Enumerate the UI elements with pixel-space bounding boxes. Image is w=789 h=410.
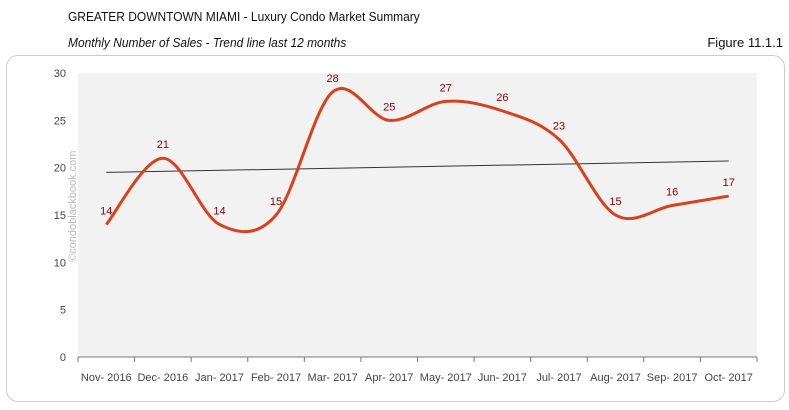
data-label: 21 [157,139,169,151]
chart-subtitle: Monthly Number of Sales - Trend line las… [68,35,347,50]
y-tick-label: 10 [54,257,66,269]
x-tick-label: Apr- 2017 [365,372,413,384]
x-tick-label: Nov- 2016 [81,372,132,384]
data-label: 14 [213,205,225,217]
chart-title: GREATER DOWNTOWN MIAMI - Luxury Condo Ma… [68,9,420,24]
x-tick-label: Jul- 2017 [536,372,581,384]
data-label: 16 [666,187,678,199]
x-tick-label: Jan- 2017 [195,372,244,384]
x-tick-label: Mar- 2017 [308,372,358,384]
data-label: 28 [327,73,339,85]
y-tick-label: 0 [60,352,66,364]
data-label: 17 [723,177,735,189]
data-label: 14 [100,205,112,217]
y-tick-label: 15 [54,210,66,222]
sales-line [105,87,729,234]
trend-line [106,160,729,173]
data-label: 23 [553,120,565,132]
y-tick-label: 25 [54,115,66,127]
chart-frame [6,55,785,402]
plot-area [78,73,757,357]
x-tick-label: Oct- 2017 [705,372,753,384]
data-label: 26 [496,92,508,104]
watermark: ©condoblackbook.com [67,151,79,262]
x-tick-label: May- 2017 [420,372,472,384]
x-tick-label: Jun- 2017 [478,372,527,384]
data-label: 27 [440,82,452,94]
x-tick-label: Sep- 2017 [647,372,698,384]
x-tick-label: Aug- 2017 [590,372,641,384]
data-label: 15 [270,196,282,208]
x-tick-label: Dec- 2016 [137,372,188,384]
data-label: 25 [383,101,395,113]
y-tick-label: 5 [60,305,66,317]
data-label: 15 [609,196,621,208]
x-tick-label: Feb- 2017 [251,372,301,384]
figure-number: Figure 11.1.1 [707,35,783,50]
y-tick-label: 30 [54,68,66,80]
y-tick-label: 20 [54,163,66,175]
